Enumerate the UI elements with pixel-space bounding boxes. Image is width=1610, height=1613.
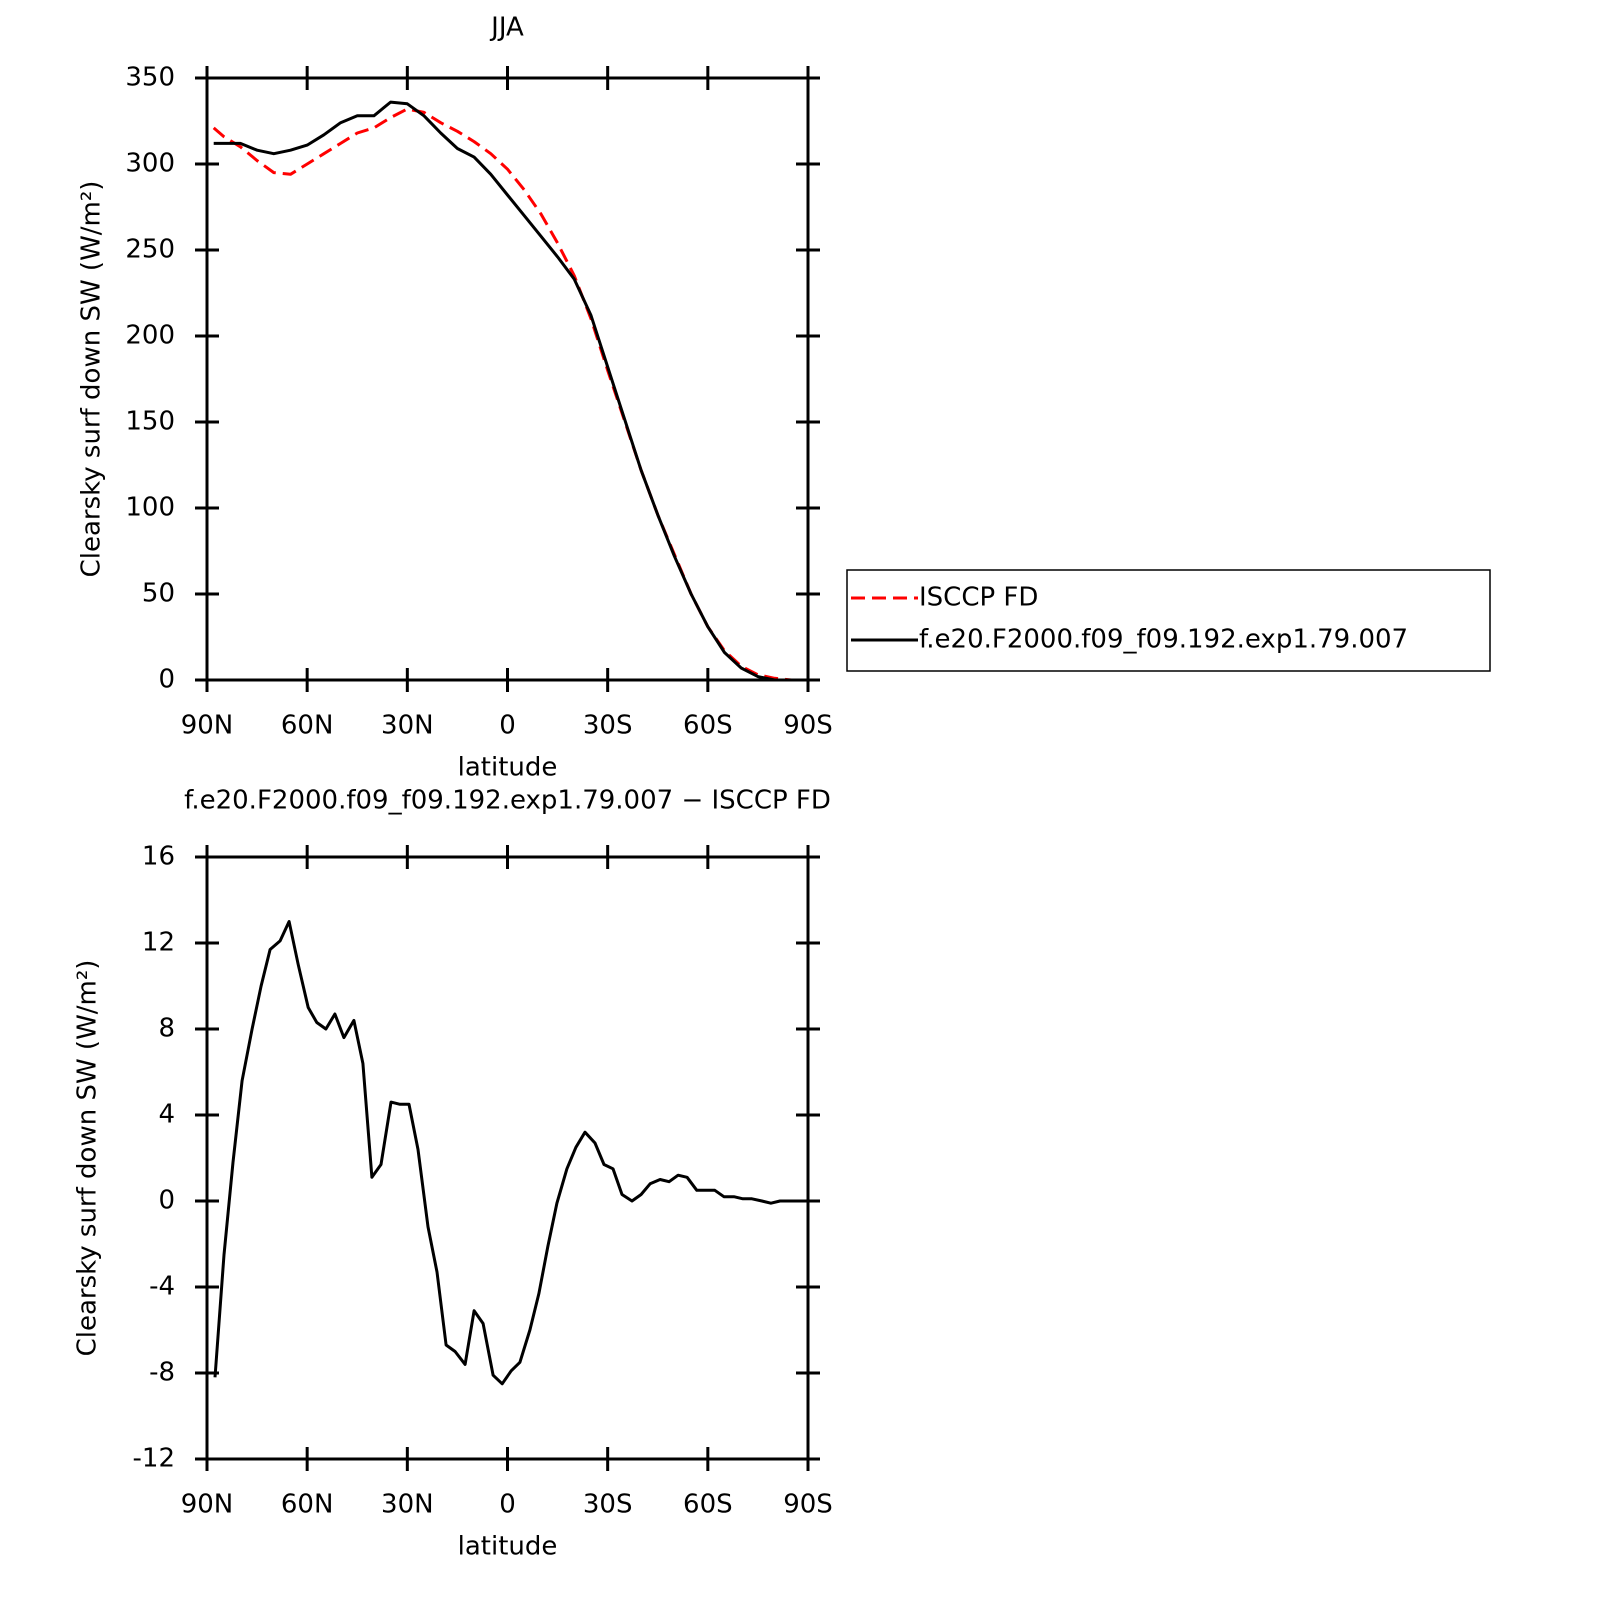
x-tick-label: 0 [499,1490,516,1520]
y-axis-label: Clearsky surf down SW (W/m²) [77,181,107,578]
x-axis-label: latitude [458,1532,558,1562]
y-tick-label: 4 [158,1100,175,1130]
x-tick-label: 30N [381,711,434,741]
x-tick-label: 0 [499,711,516,741]
legend-label: ISCCP FD [919,583,1038,613]
x-tick-label: 60N [281,711,334,741]
x-tick-label: 90N [181,1490,234,1520]
plot-frame [205,855,810,1461]
chart-title: f.e20.F2000.f09_f09.192.exp1.79.007 − IS… [184,786,831,816]
x-tick-label: 60S [683,1490,733,1520]
x-tick-label: 30S [583,711,633,741]
y-tick-label: 100 [125,493,175,523]
y-tick-label: 200 [125,321,175,351]
y-tick-label: 350 [125,63,175,93]
y-tick-label: 12 [142,928,175,958]
y-tick-label: -4 [149,1272,175,1302]
y-tick-label: 0 [158,665,175,695]
legend-box [846,569,1491,672]
x-tick-label: 90S [783,711,833,741]
x-tick-label: 30N [381,1490,434,1520]
y-tick-label: 150 [125,407,175,437]
y-tick-label: 16 [142,842,175,872]
x-tick-label: 90S [783,1490,833,1520]
x-tick-label: 60S [683,711,733,741]
y-axis-label: Clearsky surf down SW (W/m²) [73,960,103,1357]
x-tick-label: 30S [583,1490,633,1520]
x-axis-label: latitude [458,753,558,783]
y-tick-label: -8 [149,1358,175,1388]
y-tick-label: 8 [158,1014,175,1044]
y-tick-label: 250 [125,235,175,265]
y-tick-label: 300 [125,149,175,179]
y-tick-label: 50 [142,579,175,609]
y-tick-label: -12 [133,1444,175,1474]
data-line [213,920,799,1386]
legend-label: f.e20.F2000.f09_f09.192.exp1.79.007 [919,625,1408,655]
y-tick-label: 0 [158,1186,175,1216]
x-tick-label: 90N [181,711,234,741]
data-line [213,100,802,682]
chart-title: JJA [489,13,524,43]
x-tick-label: 60N [281,1490,334,1520]
